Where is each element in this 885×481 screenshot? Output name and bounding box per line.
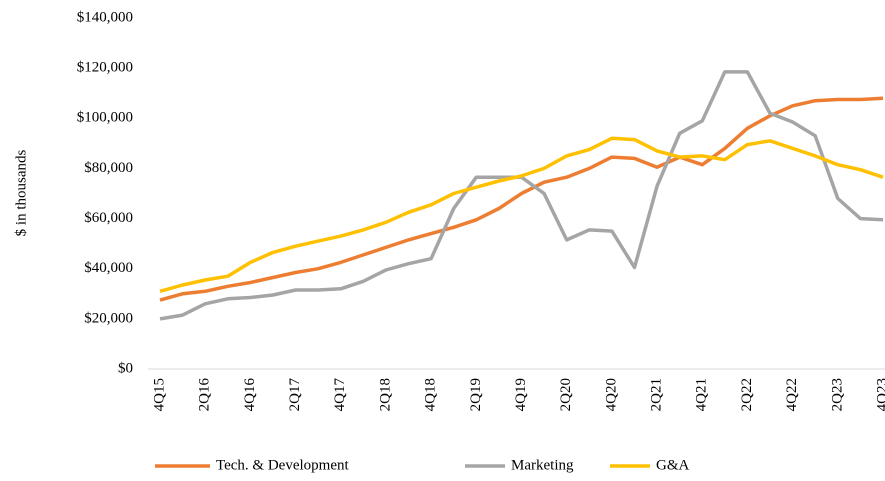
x-tick-label: 4Q15 bbox=[151, 378, 167, 411]
x-tick-label: 4Q19 bbox=[513, 378, 529, 411]
legend-label: Marketing bbox=[511, 457, 574, 473]
series-line bbox=[159, 96, 884, 302]
y-axis-label: $ in thousands bbox=[13, 150, 29, 237]
legend-label: Tech. & Development bbox=[216, 457, 349, 473]
legend-label: G&A bbox=[656, 457, 690, 473]
x-tick-label: 2Q21 bbox=[649, 378, 665, 411]
y-tick-label: $60,000 bbox=[84, 210, 133, 226]
y-tick-label: $40,000 bbox=[84, 260, 133, 276]
x-tick-label: 2Q20 bbox=[558, 378, 574, 411]
y-tick-label: $120,000 bbox=[77, 60, 133, 76]
y-tick-label: $0 bbox=[118, 360, 133, 376]
x-tick-label: 2Q23 bbox=[829, 378, 845, 411]
x-tick-label: 4Q21 bbox=[694, 378, 710, 411]
x-tick-label: 4Q18 bbox=[423, 378, 439, 411]
x-tick-label: 2Q17 bbox=[287, 378, 303, 412]
y-tick-label: $140,000 bbox=[77, 9, 133, 25]
x-tick-label: 2Q22 bbox=[739, 378, 755, 411]
series-line bbox=[159, 136, 884, 293]
x-tick-label: 4Q22 bbox=[784, 378, 800, 411]
y-tick-label: $100,000 bbox=[77, 110, 133, 126]
x-tick-label: 2Q16 bbox=[197, 378, 213, 412]
x-tick-label: 4Q16 bbox=[242, 378, 258, 412]
x-tick-label: 4Q23 bbox=[874, 378, 885, 411]
x-tick-label: 4Q17 bbox=[332, 378, 348, 412]
y-tick-label: $80,000 bbox=[84, 160, 133, 176]
x-tick-label: 4Q20 bbox=[603, 378, 619, 411]
x-tick-label: 2Q18 bbox=[377, 378, 393, 411]
y-tick-label: $20,000 bbox=[84, 310, 133, 326]
x-tick-label: 2Q19 bbox=[468, 378, 484, 411]
